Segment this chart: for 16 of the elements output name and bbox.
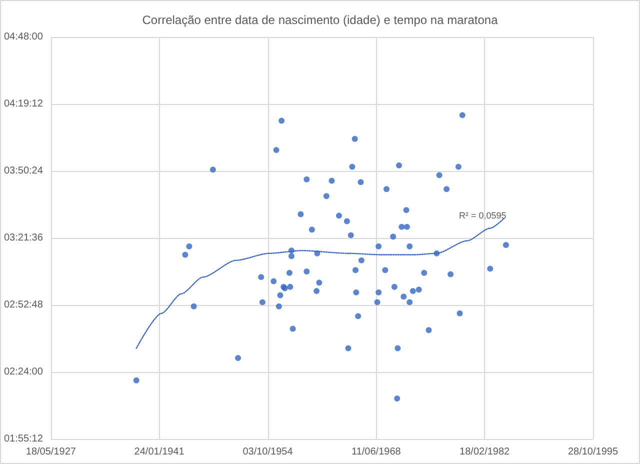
y-tick-label: 03:50:24 [4,166,44,176]
y-tick-label: 03:21:36 [4,232,44,244]
y-tick-label: 02:52:48 [4,300,44,310]
chart-title: Correlação entre data de nascimento (idade) e tempo na maratona [142,13,498,27]
x-tick-label: 03/10/1954 [242,446,294,458]
x-tick-label: 18/05/1927 [26,446,76,458]
x-tick-label: 24/01/1941 [134,446,185,458]
line-series [136,218,505,349]
y-tick-label: 01:55:12 [4,434,44,444]
x-tick-label: 11/06/1968 [352,446,402,458]
annotation: R² = 0,0595 [459,210,506,220]
x-tick-label: 18/02/1982 [460,446,510,458]
y-tick-label: 02:24:00 [4,366,44,378]
y-tick-label: 04:19:12 [4,98,44,110]
y-tick-label: 04:48:00 [4,32,44,42]
x-tick-label: 28/10/1995 [568,446,618,458]
